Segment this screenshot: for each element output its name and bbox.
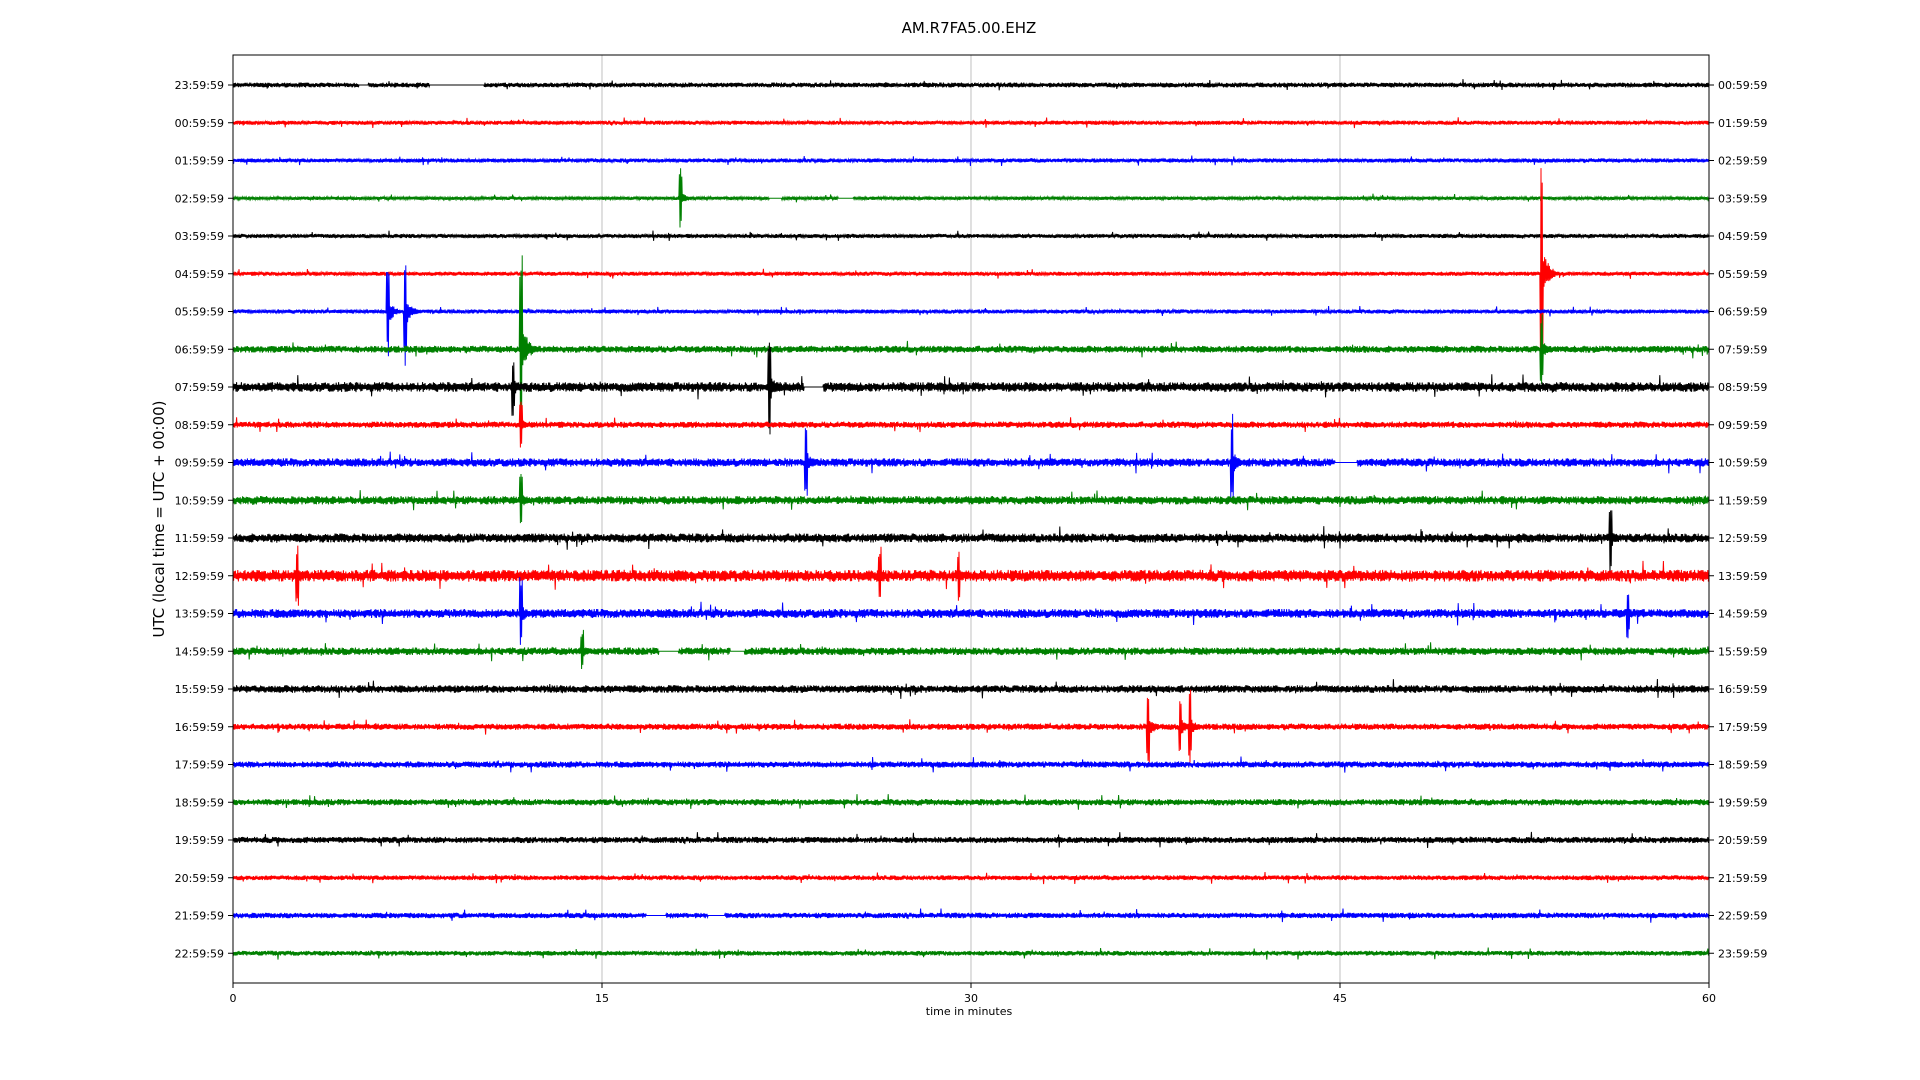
trace-line [232, 678, 1710, 699]
right-tick-label: 03:59:59 [1718, 192, 1767, 205]
trace-line [232, 510, 1710, 576]
trace-line [232, 401, 1710, 448]
right-tick-label: 19:59:59 [1718, 796, 1767, 809]
left-tick-label: 01:59:59 [175, 155, 224, 168]
x-tick-label: 60 [1702, 992, 1716, 1005]
left-tick-label: 22:59:59 [175, 947, 224, 960]
x-axis: 0 15 30 45 60 [230, 983, 1716, 1005]
left-tick-label: 04:59:59 [175, 268, 224, 281]
right-tick-label: 10:59:59 [1718, 457, 1767, 470]
left-tick-label: 21:59:59 [175, 910, 224, 923]
left-time-axis: 23:59:59 00:59:59 01:59:59 02:59:59 03:59:59… [175, 79, 233, 960]
trace-line [232, 689, 1710, 767]
trace-line [232, 155, 1710, 166]
right-tick-label: 11:59:59 [1718, 494, 1767, 507]
left-tick-label: 11:59:59 [175, 532, 224, 545]
right-tick-label: 14:59:59 [1718, 608, 1767, 621]
x-tick-label: 0 [230, 992, 237, 1005]
trace-line [232, 117, 1710, 129]
x-axis-label: time in minutes [926, 1005, 1013, 1018]
trace-line [232, 255, 1710, 430]
left-tick-label: 00:59:59 [175, 117, 224, 130]
trace-line [232, 831, 1710, 849]
x-gridlines [601, 55, 1341, 983]
left-tick-label: 18:59:59 [175, 796, 224, 809]
right-time-axis: 00:59:59 01:59:59 02:59:59 03:59:59 04:59:59… [1709, 79, 1767, 960]
right-tick-label: 01:59:59 [1718, 117, 1767, 130]
right-tick-label: 13:59:59 [1718, 570, 1767, 583]
trace-line [232, 265, 1710, 366]
left-tick-label: 06:59:59 [175, 343, 224, 356]
right-tick-label: 09:59:59 [1718, 419, 1767, 432]
right-tick-label: 12:59:59 [1718, 532, 1767, 545]
right-tick-label: 04:59:59 [1718, 230, 1767, 243]
right-tick-label: 00:59:59 [1718, 79, 1767, 92]
left-tick-label: 14:59:59 [175, 645, 224, 658]
y-axis-label: UTC (local time = UTC + 00:00) [150, 401, 168, 638]
right-tick-label: 15:59:59 [1718, 645, 1767, 658]
chart-title: AM.R7FA5.00.EHZ [902, 19, 1037, 37]
trace-line [232, 79, 1710, 91]
right-tick-label: 08:59:59 [1718, 381, 1767, 394]
trace-line [232, 342, 1710, 435]
trace-line [232, 168, 1710, 228]
right-tick-label: 17:59:59 [1718, 721, 1767, 734]
right-tick-label: 22:59:59 [1718, 910, 1767, 923]
trace-line [232, 908, 1710, 923]
left-tick-label: 02:59:59 [175, 192, 224, 205]
right-tick-label: 23:59:59 [1718, 947, 1767, 960]
left-tick-label: 05:59:59 [175, 306, 224, 319]
left-tick-label: 07:59:59 [175, 381, 224, 394]
x-tick-label: 45 [1333, 992, 1347, 1005]
trace-line [232, 871, 1710, 885]
trace-line [232, 794, 1710, 810]
left-tick-label: 10:59:59 [175, 494, 224, 507]
right-tick-label: 16:59:59 [1718, 683, 1767, 696]
left-tick-label: 09:59:59 [175, 457, 224, 470]
left-tick-label: 15:59:59 [175, 683, 224, 696]
trace-line [232, 230, 1710, 241]
trace-line [232, 545, 1710, 606]
right-tick-label: 21:59:59 [1718, 872, 1767, 885]
left-tick-label: 08:59:59 [175, 419, 224, 432]
trace-line [232, 629, 1710, 670]
x-tick-label: 30 [964, 992, 978, 1005]
trace-line [232, 577, 1710, 645]
right-tick-label: 05:59:59 [1718, 268, 1767, 281]
left-tick-label: 16:59:59 [175, 721, 224, 734]
trace-line [232, 168, 1710, 355]
left-tick-label: 23:59:59 [175, 79, 224, 92]
left-tick-label: 13:59:59 [175, 608, 224, 621]
left-tick-label: 03:59:59 [175, 230, 224, 243]
right-tick-label: 18:59:59 [1718, 759, 1767, 772]
seismic-traces [232, 79, 1710, 960]
right-tick-label: 07:59:59 [1718, 343, 1767, 356]
x-tick-label: 15 [595, 992, 609, 1005]
trace-line [232, 756, 1710, 773]
trace-line [232, 947, 1710, 960]
left-tick-label: 12:59:59 [175, 570, 224, 583]
left-tick-label: 19:59:59 [175, 834, 224, 847]
trace-line [232, 413, 1710, 498]
right-tick-label: 02:59:59 [1718, 155, 1767, 168]
left-tick-label: 17:59:59 [175, 759, 224, 772]
left-tick-label: 20:59:59 [175, 872, 224, 885]
trace-line [232, 473, 1710, 524]
right-tick-label: 20:59:59 [1718, 834, 1767, 847]
right-tick-label: 06:59:59 [1718, 306, 1767, 319]
